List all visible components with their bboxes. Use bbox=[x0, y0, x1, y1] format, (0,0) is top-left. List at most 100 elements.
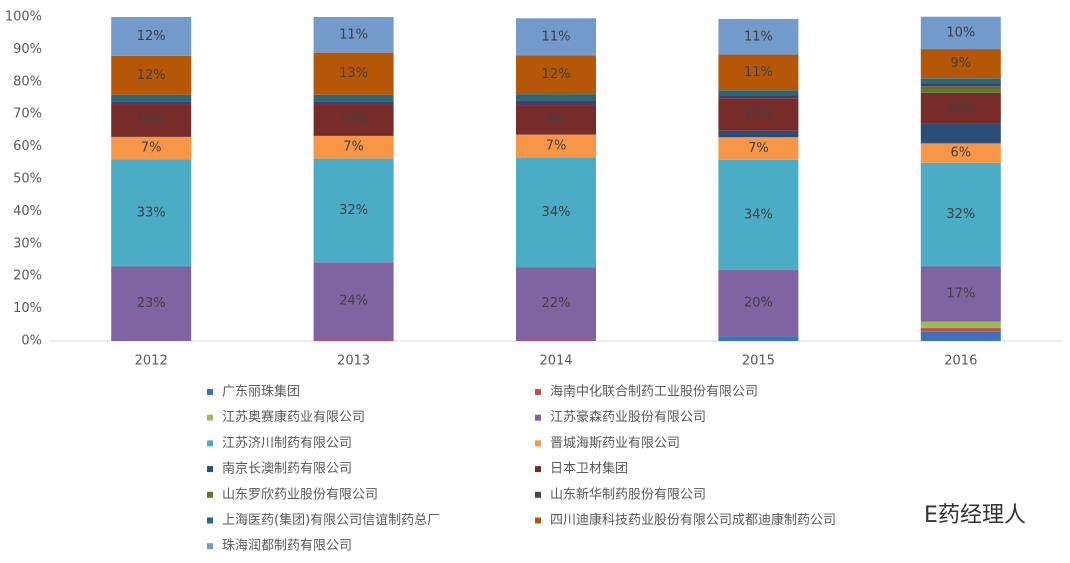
bar-segment bbox=[920, 78, 1001, 84]
bar-segment bbox=[111, 94, 192, 102]
legend-marker bbox=[535, 491, 541, 498]
value-label: 6% bbox=[950, 146, 971, 161]
legend-marker bbox=[207, 414, 213, 421]
bar-segment bbox=[516, 267, 596, 341]
bar-segment bbox=[718, 54, 799, 91]
bar-segment bbox=[920, 162, 1001, 267]
legend-marker bbox=[207, 440, 213, 447]
bar-segment bbox=[920, 16, 1001, 50]
value-label: 10% bbox=[339, 113, 368, 128]
bar-segment bbox=[111, 266, 192, 341]
value-label: 13% bbox=[339, 66, 368, 81]
y-tick-label: 90% bbox=[13, 42, 42, 57]
value-label: 7% bbox=[546, 138, 567, 153]
legend-marker bbox=[207, 543, 213, 550]
legend-marker bbox=[535, 414, 541, 421]
value-label: 34% bbox=[744, 207, 773, 222]
value-label: 10% bbox=[946, 25, 975, 40]
bar-segment bbox=[313, 135, 394, 159]
y-tick-label: 10% bbox=[13, 301, 42, 316]
bar-segment bbox=[516, 55, 596, 95]
legend-label: 山东罗欣药业股份有限公司 bbox=[222, 487, 378, 502]
bar-segment bbox=[718, 90, 799, 96]
legend-label: 上海医药(集团)有限公司信谊制药总厂 bbox=[222, 512, 440, 528]
bar-segment bbox=[313, 104, 394, 136]
bar-segment bbox=[313, 17, 394, 53]
value-label: 9% bbox=[546, 113, 567, 128]
bar-segment bbox=[111, 104, 192, 137]
value-label: 23% bbox=[137, 296, 166, 311]
bar-segment bbox=[313, 262, 394, 341]
bar-segment bbox=[920, 123, 1001, 144]
value-label: 32% bbox=[946, 207, 975, 222]
bar-segment bbox=[920, 143, 1001, 163]
x-tick-label: 2014 bbox=[539, 354, 572, 369]
bar-segment bbox=[111, 159, 192, 267]
bar-segment bbox=[920, 321, 1001, 329]
bar-segment bbox=[516, 134, 596, 158]
watermark: E药经理人 bbox=[924, 503, 1026, 528]
bar-segment bbox=[313, 101, 394, 105]
y-tick-label: 50% bbox=[13, 172, 42, 187]
bar-segment bbox=[516, 18, 596, 56]
value-label: 17% bbox=[946, 287, 975, 302]
legend-label: 日本卫材集团 bbox=[550, 461, 628, 477]
bar-segment bbox=[111, 17, 192, 56]
legend-label: 珠海润都制药有限公司 bbox=[222, 539, 352, 554]
bar-segment bbox=[920, 86, 1001, 93]
bar-segment bbox=[718, 98, 799, 131]
y-tick-label: 60% bbox=[13, 139, 42, 154]
y-tick-label: 40% bbox=[13, 204, 42, 219]
bar-segment bbox=[313, 158, 394, 263]
bar-segment bbox=[920, 49, 1001, 79]
value-label: 10% bbox=[946, 101, 975, 116]
bar-segment bbox=[920, 92, 1001, 124]
value-label: 7% bbox=[343, 140, 364, 155]
bar-segment bbox=[920, 328, 1001, 332]
bar-segment bbox=[920, 331, 1001, 341]
y-tick-label: 30% bbox=[13, 236, 42, 251]
bar-segment bbox=[111, 101, 192, 105]
legend-marker bbox=[207, 466, 213, 473]
bar-segment bbox=[718, 270, 799, 337]
bar-segment bbox=[516, 105, 596, 135]
legend-marker bbox=[535, 517, 541, 524]
legend-marker bbox=[535, 440, 541, 447]
legend-label: 山东新华制药股份有限公司 bbox=[550, 486, 706, 502]
legend-label: 广东丽珠集团 bbox=[222, 384, 300, 400]
legend-label: 晋城海斯药业有限公司 bbox=[550, 436, 680, 451]
bar-segment bbox=[111, 55, 192, 95]
bar-segment bbox=[516, 94, 596, 101]
legend-label: 四川迪康科技药业股份有限公司成都迪康制药公司 bbox=[550, 512, 836, 528]
bar-segment bbox=[718, 137, 799, 160]
x-tick-label: 2013 bbox=[337, 354, 370, 369]
value-label: 10% bbox=[744, 107, 773, 122]
legend-marker bbox=[207, 389, 213, 395]
bar-segment bbox=[718, 18, 799, 55]
value-label: 12% bbox=[542, 67, 571, 82]
value-label: 24% bbox=[339, 294, 368, 309]
value-label: 11% bbox=[744, 65, 773, 80]
x-tick-label: 2015 bbox=[742, 354, 775, 369]
y-tick-label: 0% bbox=[21, 334, 42, 349]
bar-segment bbox=[313, 94, 394, 102]
bar-segment bbox=[718, 159, 799, 271]
value-label: 9% bbox=[950, 56, 971, 71]
bar-segment bbox=[516, 340, 596, 341]
legend-marker bbox=[207, 491, 213, 498]
value-label: 34% bbox=[542, 205, 571, 220]
bar-segment bbox=[718, 95, 799, 99]
value-label: 11% bbox=[542, 29, 571, 44]
y-tick-label: 70% bbox=[13, 107, 42, 122]
legend-label: 江苏奥赛康药业有限公司 bbox=[222, 409, 365, 425]
value-label: 12% bbox=[137, 29, 166, 44]
bar-segment bbox=[313, 340, 394, 341]
bar-segment bbox=[920, 266, 1001, 322]
x-tick-label: 2012 bbox=[135, 354, 168, 369]
legend-marker bbox=[535, 466, 541, 473]
value-label: 12% bbox=[137, 68, 166, 83]
value-label: 22% bbox=[542, 296, 571, 311]
value-label: 20% bbox=[744, 296, 773, 311]
y-tick-label: 100% bbox=[5, 10, 42, 25]
